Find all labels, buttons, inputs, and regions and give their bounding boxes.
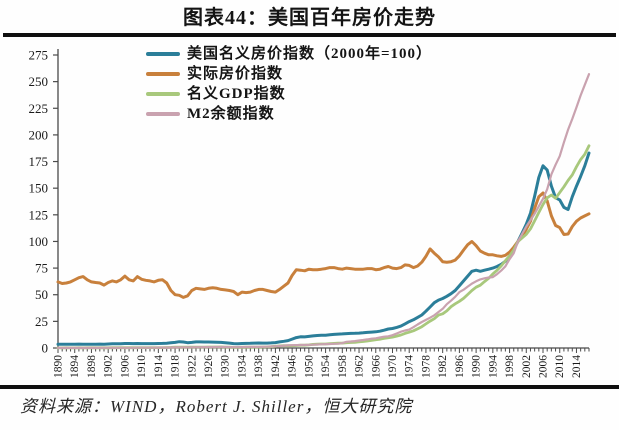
series-line-m2-balance-index (56, 73, 591, 349)
y-tick-label: 150 (29, 181, 49, 196)
legend: 美国名义房价指数（2000年=100） 实际房价指数 名义GDP指数 M2余额指… (146, 44, 432, 124)
y-tick-label: 75 (35, 261, 48, 276)
x-tick-label: 1934 (236, 355, 248, 378)
x-tick-label: 1914 (153, 355, 165, 378)
y-tick-label: 125 (29, 207, 49, 222)
x-tick-label: 2002 (521, 355, 533, 378)
x-tick-label: 1994 (487, 355, 499, 378)
legend-label: 名义GDP指数 (187, 86, 286, 102)
x-tick-label: 1950 (303, 355, 315, 378)
x-tick-label: 1890 (53, 355, 65, 378)
series-line-nominal-gdp-index (56, 144, 591, 350)
y-tick-label: 225 (29, 101, 49, 116)
y-tick-label: 25 (35, 314, 48, 329)
x-tick-label: 1958 (337, 355, 349, 378)
series-line-nominal-home-price-index (56, 151, 591, 346)
x-tick-label: 2010 (554, 355, 566, 378)
x-tick-label: 1970 (387, 355, 399, 378)
legend-item-m2-balance: M2余额指数 (146, 104, 432, 124)
x-tick-label: 1990 (471, 355, 483, 378)
x-tick-label: 1898 (86, 355, 98, 378)
y-tick-label: 200 (29, 127, 49, 142)
x-tick-label: 1954 (320, 355, 332, 378)
chart-title: 图表44：美国百年房价走势 (183, 7, 436, 29)
x-tick-label: 1902 (103, 355, 115, 378)
y-tick-label: 175 (29, 154, 49, 169)
y-tick-label: 0 (42, 341, 49, 356)
x-tick-label: 1894 (69, 355, 81, 378)
y-tick-label: 250 (29, 74, 49, 89)
x-tick-label: 1966 (370, 355, 382, 378)
legend-item-nominal-gdp: 名义GDP指数 (146, 84, 432, 104)
legend-label: 美国名义房价指数（2000年=100） (187, 46, 433, 62)
x-tick-label: 1942 (270, 355, 282, 378)
legend-item-nominal-home-price: 美国名义房价指数（2000年=100） (146, 44, 432, 64)
x-tick-label: 1918 (170, 355, 182, 378)
x-tick-label: 1998 (504, 355, 516, 378)
x-tick-label: 2014 (571, 355, 583, 378)
legend-swatch-nominal-gdp (146, 92, 180, 96)
x-tick-label: 1946 (287, 355, 299, 378)
x-tick-label: 1978 (420, 355, 432, 378)
legend-item-real-home-price: 实际房价指数 (146, 64, 432, 84)
x-tick-label: 1938 (253, 355, 265, 378)
bottom-rule (0, 385, 619, 389)
legend-swatch-real-home-price (146, 72, 180, 76)
y-tick-label: 50 (35, 287, 48, 302)
x-tick-label: 1906 (119, 355, 131, 378)
x-tick-label: 1982 (437, 355, 449, 378)
source-note: 资料来源：WIND，Robert J. Shiller，恒大研究院 (20, 397, 413, 416)
x-tick-label: 1974 (404, 355, 416, 378)
y-tick-label: 100 (29, 234, 49, 249)
x-tick-label: 1930 (220, 355, 232, 378)
x-tick-label: 1926 (203, 355, 215, 378)
legend-swatch-m2-balance (146, 112, 180, 116)
y-tick-label: 275 (29, 48, 49, 63)
x-tick-label: 1922 (186, 355, 198, 378)
legend-swatch-nominal-home-price (146, 52, 180, 56)
series-line-real-home-price-index (56, 191, 591, 299)
x-tick-label: 1910 (136, 355, 148, 378)
legend-label: 实际房价指数 (187, 66, 284, 82)
x-tick-label: 1986 (454, 355, 466, 378)
x-tick-label: 2006 (538, 355, 550, 378)
x-tick-label: 1962 (354, 355, 366, 378)
legend-label: M2余额指数 (187, 106, 275, 122)
top-rule (3, 33, 616, 37)
